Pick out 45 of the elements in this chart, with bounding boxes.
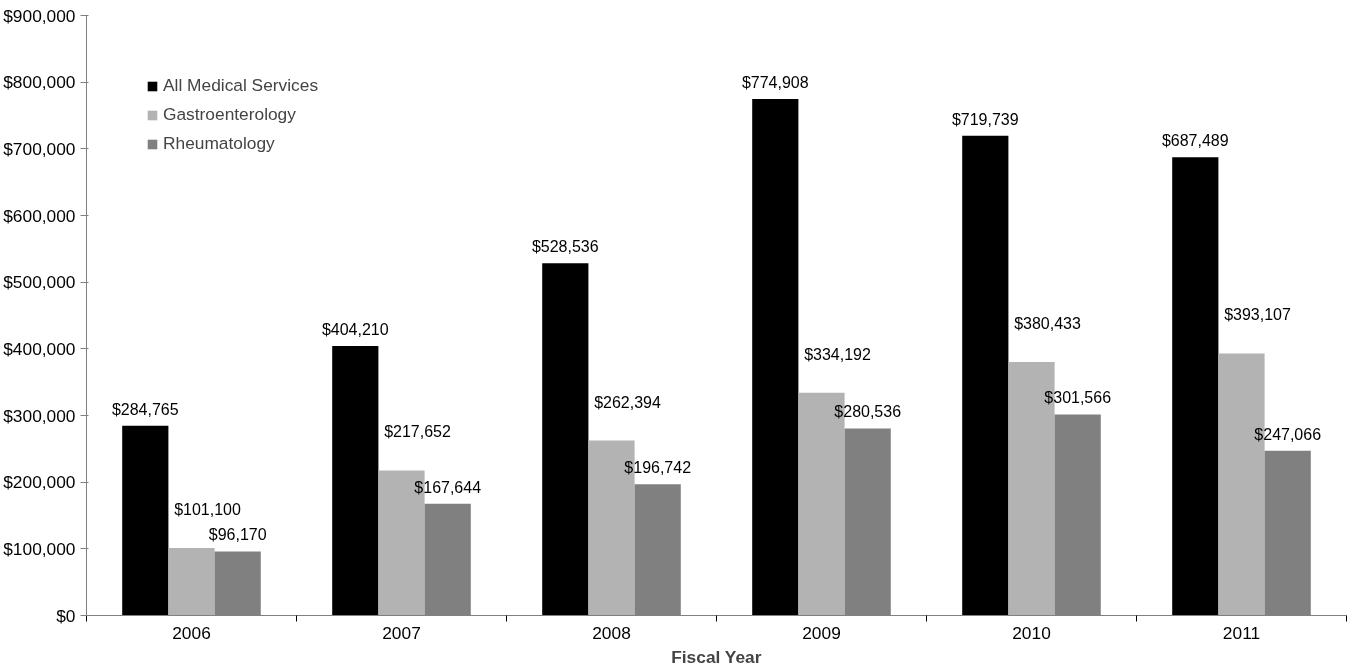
- data-label: $774,908: [741, 73, 809, 91]
- data-label: $167,644: [414, 478, 482, 496]
- y-tick-label: $500,000: [3, 272, 76, 293]
- data-label: $247,066: [1254, 425, 1322, 443]
- data-label: $404,210: [321, 321, 389, 339]
- data-label: $96,170: [208, 526, 267, 544]
- bar: [962, 135, 1009, 616]
- y-tick-label: $700,000: [3, 138, 76, 159]
- data-label: $301,566: [1044, 389, 1112, 407]
- y-tick-label: $300,000: [3, 405, 76, 426]
- y-tick-label: $0: [56, 605, 76, 626]
- data-label: $101,100: [174, 501, 241, 519]
- data-label: $262,394: [594, 393, 661, 411]
- bar: [542, 263, 589, 616]
- legend-label: Rheumatology: [163, 133, 275, 154]
- y-tick-label: $200,000: [3, 472, 76, 493]
- legend-label: All Medical Services: [163, 75, 319, 96]
- data-label: $334,192: [804, 345, 871, 363]
- x-tick-label: 2010: [1012, 622, 1051, 643]
- data-label: $528,536: [531, 238, 599, 256]
- y-tick-label: $800,000: [3, 72, 76, 93]
- data-label: $719,739: [951, 110, 1019, 128]
- y-tick-label: $100,000: [3, 538, 76, 559]
- y-tick-label: $900,000: [3, 5, 76, 26]
- x-tick-label: 2007: [382, 622, 421, 643]
- x-tick-label: 2006: [172, 622, 211, 643]
- data-label: $217,652: [384, 423, 451, 441]
- bar: [752, 98, 799, 616]
- bar: [168, 548, 215, 616]
- data-label: $393,107: [1224, 306, 1291, 324]
- x-axis-title: Fiscal Year: [671, 646, 762, 667]
- bar: [1172, 157, 1219, 616]
- data-label: $284,765: [111, 400, 179, 418]
- data-label: $380,433: [1014, 314, 1081, 332]
- x-tick-label: 2008: [592, 622, 631, 643]
- bar: [122, 425, 169, 616]
- y-tick-label: $400,000: [3, 338, 76, 359]
- data-label: $196,742: [624, 459, 692, 477]
- legend-label: Gastroenterology: [163, 104, 296, 125]
- data-label: $280,536: [834, 403, 902, 421]
- bar: [332, 346, 379, 616]
- x-tick-label: 2009: [802, 622, 841, 643]
- data-label: $687,489: [1161, 132, 1229, 150]
- y-tick-label: $600,000: [3, 205, 76, 226]
- x-tick-label: 2011: [1222, 622, 1261, 643]
